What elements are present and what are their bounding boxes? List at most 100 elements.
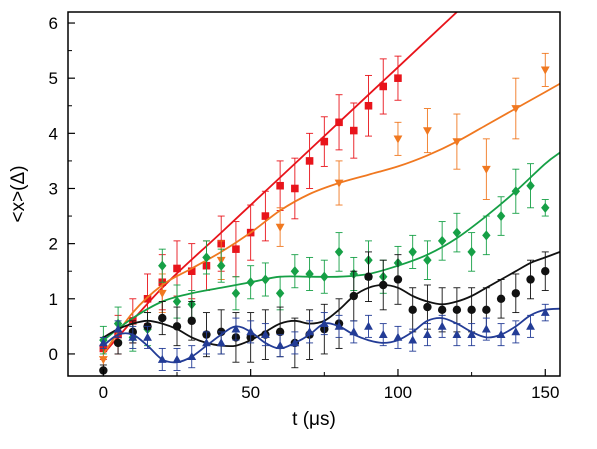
data-point — [187, 352, 197, 361]
data-point — [158, 260, 167, 271]
data-point — [143, 295, 152, 303]
data-point — [319, 318, 329, 327]
data-point — [511, 105, 521, 114]
data-point — [467, 330, 477, 338]
data-point — [482, 305, 491, 315]
data-point — [467, 246, 476, 257]
fit-line — [102, 82, 560, 355]
data-point — [187, 316, 196, 326]
data-point — [276, 181, 284, 190]
data-point — [232, 245, 240, 253]
data-point — [113, 324, 123, 333]
data-point — [290, 338, 300, 347]
data-point — [157, 289, 167, 298]
data-point — [349, 291, 358, 301]
data-point — [231, 288, 241, 299]
data-point — [187, 267, 196, 275]
x-tick-label: 0 — [99, 383, 108, 402]
y-tick-label: 5 — [49, 69, 58, 88]
data-point — [275, 288, 285, 299]
data-point — [496, 330, 506, 338]
data-point — [364, 272, 373, 281]
data-point — [202, 252, 211, 263]
data-point — [540, 307, 550, 316]
data-point — [423, 127, 432, 136]
data-point — [452, 227, 462, 238]
y-tick-label: 0 — [49, 345, 58, 364]
x-tick-label: 100 — [384, 383, 412, 402]
series-3 — [99, 251, 560, 376]
data-point — [231, 324, 241, 333]
data-point — [482, 230, 491, 241]
data-point — [541, 202, 550, 213]
data-point — [423, 255, 432, 266]
data-point — [541, 267, 550, 276]
data-point — [496, 294, 506, 303]
data-point — [437, 235, 447, 246]
data-point — [379, 280, 388, 290]
data-point — [98, 338, 108, 347]
data-point — [423, 330, 432, 338]
data-point — [364, 321, 373, 330]
data-point — [452, 138, 462, 147]
data-point — [467, 305, 476, 315]
data-point — [526, 321, 535, 330]
data-point — [437, 321, 447, 330]
data-point — [408, 335, 418, 344]
data-point — [275, 327, 285, 337]
data-point — [349, 327, 359, 336]
data-point — [393, 135, 403, 144]
data-point — [128, 332, 138, 341]
data-point — [246, 277, 255, 288]
data-point — [172, 322, 182, 331]
data-point — [378, 330, 388, 338]
data-point — [394, 74, 402, 82]
y-tick-label: 4 — [49, 124, 58, 143]
data-point — [305, 157, 314, 165]
data-point — [275, 341, 285, 350]
data-point — [320, 137, 329, 146]
x-axis-label: t (μs) — [292, 409, 336, 430]
data-point — [98, 356, 108, 365]
data-point — [172, 354, 182, 363]
data-point — [158, 313, 167, 323]
data-point — [260, 330, 270, 338]
y-tick-label: 3 — [49, 179, 58, 198]
data-point — [261, 274, 270, 285]
data-point — [481, 165, 491, 174]
series-1 — [98, 52, 560, 371]
data-point — [143, 332, 152, 341]
data-point — [246, 327, 256, 336]
data-point — [216, 338, 226, 347]
fit-line — [102, 151, 560, 341]
axis-ticks: 0 50 100 150 0 1 2 3 4 5 6 — [49, 14, 560, 402]
y-tick-label: 2 — [49, 235, 58, 254]
data-point — [275, 223, 285, 232]
data-point — [393, 332, 403, 341]
data-point — [334, 246, 344, 257]
data-point — [113, 338, 123, 348]
data-point — [157, 354, 167, 363]
data-point — [526, 275, 535, 284]
data-point — [305, 327, 314, 336]
data-point — [291, 184, 299, 193]
data-point — [452, 330, 462, 338]
data-point — [216, 260, 226, 271]
data-point — [408, 305, 417, 315]
data-point — [261, 212, 270, 220]
data-point — [202, 338, 211, 347]
data-point — [452, 305, 462, 315]
data-point — [540, 66, 550, 75]
data-point — [423, 302, 432, 312]
x-tick-label: 150 — [531, 383, 559, 402]
x-tick-label: 50 — [241, 383, 260, 402]
data-point — [379, 82, 388, 91]
plot-frame — [67, 11, 561, 377]
data-point — [393, 275, 403, 284]
data-point — [335, 118, 343, 127]
data-point — [511, 289, 521, 298]
data-point — [364, 101, 373, 110]
y-tick-label: 6 — [49, 14, 58, 33]
data-point — [526, 180, 535, 191]
